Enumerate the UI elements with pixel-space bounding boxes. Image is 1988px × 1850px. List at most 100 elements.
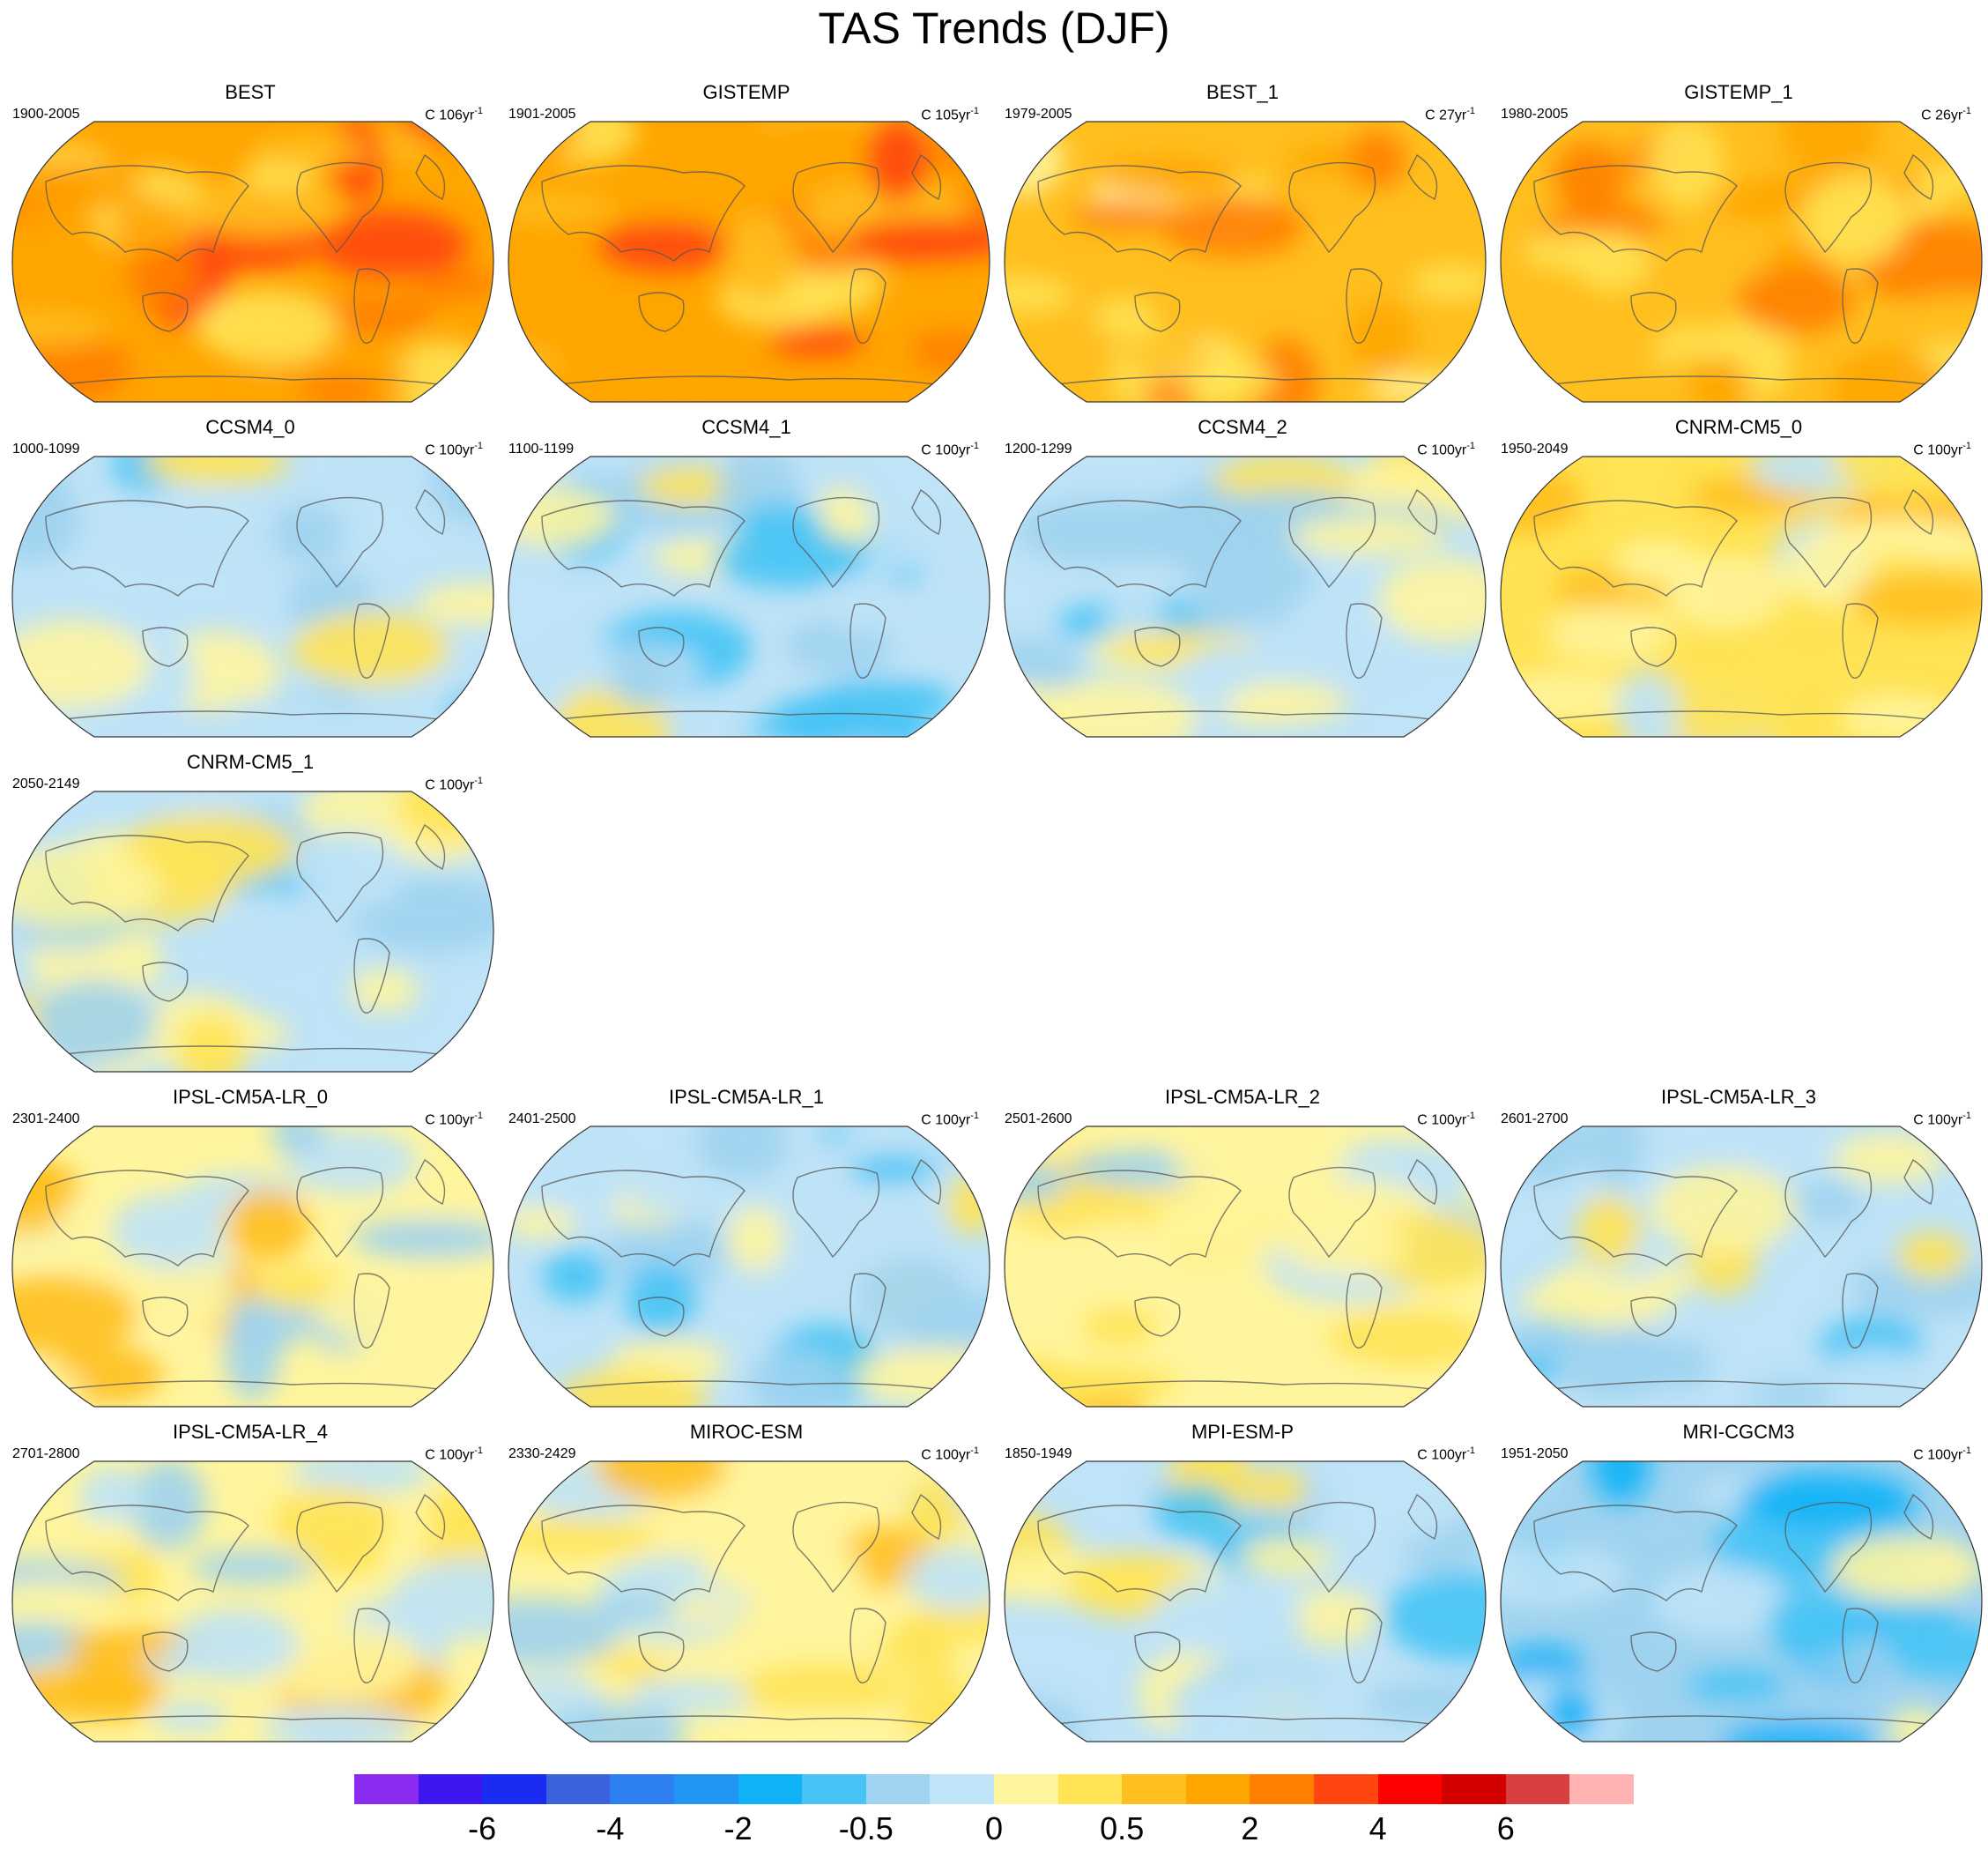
- panel-period: 2401-2500: [508, 1111, 576, 1126]
- panel-title: GISTEMP: [702, 81, 790, 103]
- unit-exponent: -1: [1466, 106, 1475, 116]
- map-panel: BEST_1 1979-2005 C 27yr-1: [996, 81, 1489, 407]
- colorbar-swatch: [482, 1774, 546, 1804]
- unit-years: 100yr: [439, 777, 475, 793]
- panel-trend-unit: C 100yr-1: [1913, 437, 1971, 459]
- panel-period: 2701-2800: [12, 1446, 80, 1461]
- panel-title: IPSL-CM5A-LR_3: [1660, 1086, 1817, 1108]
- colorbar-label: 4: [1369, 1810, 1387, 1846]
- map-panel: MPI-ESM-P 1850-1949 C 100yr-1: [996, 1421, 1489, 1747]
- panel-period: 1100-1199: [508, 442, 575, 457]
- panel-period: 1951-2050: [1501, 1446, 1569, 1461]
- trend-map: [508, 1126, 990, 1408]
- map-panel: IPSL-CM5A-LR_3 2601-2700 C 100yr-1: [1492, 1086, 1985, 1412]
- colorbar-swatch: [1122, 1774, 1186, 1804]
- unit-exponent: -1: [1962, 1445, 1971, 1456]
- panel-title: CCSM4_0: [205, 416, 295, 438]
- colorbar-swatch: [1313, 1774, 1378, 1804]
- panel-trend-unit: C 100yr-1: [1913, 1442, 1971, 1464]
- panel-trend-unit: C 100yr-1: [921, 1442, 979, 1464]
- colorbar-swatch: [1505, 1774, 1570, 1804]
- unit-years: 100yr: [935, 442, 971, 458]
- colorbar-swatch: [738, 1774, 803, 1804]
- panel-period: 2501-2600: [1005, 1111, 1072, 1126]
- trend-map: [11, 1126, 494, 1408]
- trend-map: [508, 121, 990, 403]
- unit-years: 100yr: [439, 442, 475, 458]
- trend-map: [1500, 456, 1983, 738]
- unit-years: 100yr: [1431, 1447, 1467, 1463]
- map-panel: CCSM4_1 1100-1199 C 100yr-1: [500, 416, 993, 742]
- unit-label: C: [921, 442, 936, 458]
- panel-period: 1000-1099: [12, 442, 80, 457]
- unit-label: C: [1417, 442, 1432, 458]
- unit-exponent: -1: [474, 1111, 483, 1121]
- panel-trend-unit: C 27yr-1: [1425, 102, 1475, 124]
- unit-label: C: [1417, 1112, 1432, 1128]
- panel-period: 1850-1949: [1005, 1446, 1072, 1461]
- colorbar-swatch: [545, 1774, 611, 1804]
- trend-map: [11, 456, 494, 738]
- unit-label: C: [921, 1447, 936, 1463]
- unit-exponent: -1: [474, 106, 483, 116]
- unit-years: 26yr: [1935, 108, 1963, 123]
- unit-exponent: -1: [970, 1445, 979, 1456]
- colorbar-label: -6: [468, 1810, 497, 1846]
- panel-trend-unit: C 26yr-1: [1921, 102, 1971, 124]
- unit-years: 105yr: [935, 108, 971, 123]
- trend-map: [508, 456, 990, 738]
- panel-period: 1980-2005: [1501, 107, 1569, 122]
- unit-years: 100yr: [1927, 1447, 1963, 1463]
- trend-map: [1500, 1126, 1983, 1408]
- panel-period: 1979-2005: [1005, 107, 1072, 122]
- colorbar-swatch: [865, 1774, 931, 1804]
- panel-period: 1950-2049: [1501, 442, 1569, 457]
- trend-map: [1004, 1460, 1487, 1742]
- unit-years: 27yr: [1439, 108, 1467, 123]
- colorbar-label: 0: [984, 1810, 1004, 1846]
- panel-period: 1900-2005: [12, 107, 80, 122]
- map-panel: CCSM4_0 1000-1099 C 100yr-1: [4, 416, 497, 742]
- unit-label: C: [1913, 1112, 1928, 1128]
- unit-label: C: [1417, 1447, 1432, 1463]
- unit-label: C: [1425, 108, 1440, 123]
- unit-label: C: [1913, 442, 1928, 458]
- panel-period: 2330-2429: [508, 1446, 576, 1461]
- colorbar-labels: -6 -4 -2 -0.5 0 0.5 2 4 6: [354, 1811, 1634, 1850]
- panel-trend-unit: C 100yr-1: [425, 772, 483, 794]
- trend-map: [508, 1460, 990, 1742]
- unit-exponent: -1: [1962, 1111, 1971, 1121]
- unit-years: 100yr: [1927, 442, 1963, 458]
- unit-exponent: -1: [474, 1445, 483, 1456]
- panel-title: IPSL-CM5A-LR_1: [668, 1086, 825, 1108]
- unit-years: 106yr: [439, 108, 475, 123]
- panel-period: 2301-2400: [12, 1111, 80, 1126]
- trend-map: [1004, 456, 1487, 738]
- trend-map: [1004, 1126, 1487, 1408]
- unit-label: C: [921, 108, 936, 123]
- colorbar-label: 6: [1496, 1810, 1515, 1846]
- colorbar-swatch: [1442, 1774, 1506, 1804]
- trend-map: [11, 791, 494, 1073]
- panel-trend-unit: C 100yr-1: [921, 1107, 979, 1129]
- panel-trend-unit: C 100yr-1: [921, 437, 979, 459]
- colorbar-swatch: [1569, 1774, 1634, 1804]
- panel-title: BEST: [225, 81, 276, 103]
- panel-period: 1901-2005: [508, 107, 576, 122]
- unit-label: C: [1913, 1447, 1928, 1463]
- colorbar-label: -0.5: [838, 1810, 894, 1846]
- panel-trend-unit: C 100yr-1: [425, 1442, 483, 1464]
- map-panel: CNRM-CM5_1 2050-2149 C 100yr-1: [4, 751, 497, 1077]
- trend-map: [11, 121, 494, 403]
- panel-title: MPI-ESM-P: [1191, 1421, 1294, 1443]
- unit-years: 100yr: [1927, 1112, 1963, 1128]
- unit-exponent: -1: [970, 106, 979, 116]
- colorbar-swatch: [1185, 1774, 1250, 1804]
- map-panel: IPSL-CM5A-LR_1 2401-2500 C 100yr-1: [500, 1086, 993, 1412]
- colorbar-swatch: [1250, 1774, 1314, 1804]
- panel-title: IPSL-CM5A-LR_4: [172, 1421, 329, 1443]
- unit-exponent: -1: [970, 441, 979, 451]
- colorbar: [354, 1774, 1634, 1804]
- colorbar-label: 0.5: [1100, 1810, 1145, 1846]
- colorbar-swatch: [1057, 1774, 1123, 1804]
